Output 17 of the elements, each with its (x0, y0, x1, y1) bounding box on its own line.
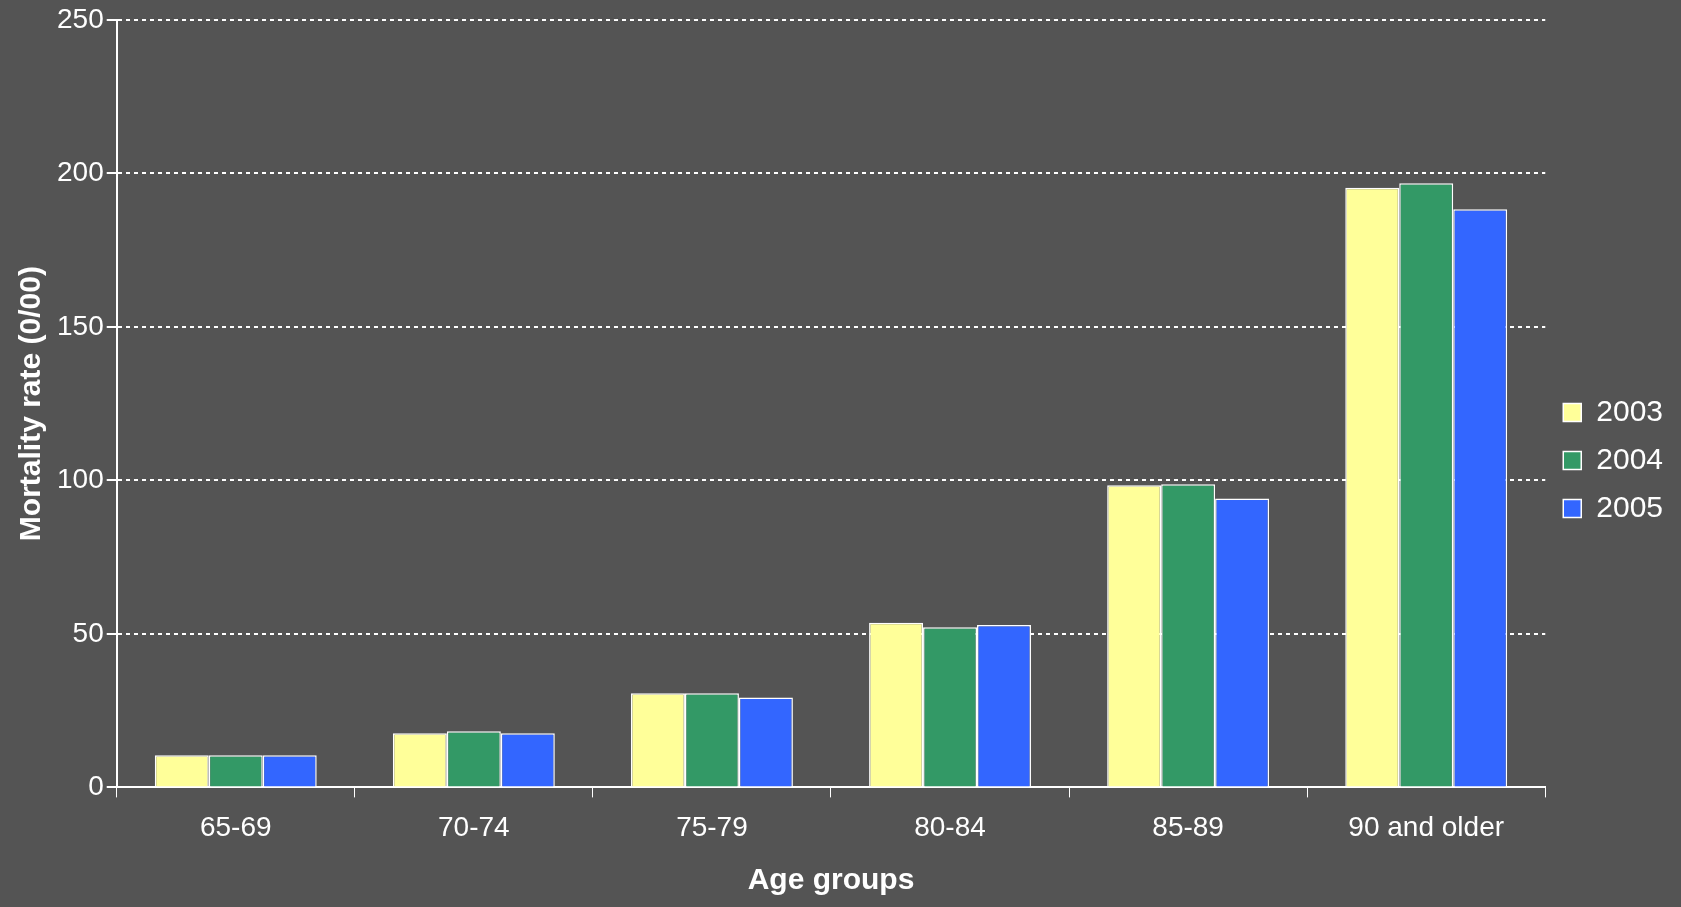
legend-label: 2005 (1596, 489, 1664, 523)
y-tick-label: 150 (57, 309, 104, 341)
legend-label: 2004 (1596, 441, 1664, 475)
x-tick-label: 65-69 (199, 810, 272, 842)
x-tick-label: 85-89 (1152, 810, 1224, 842)
y-tick-label: 0 (88, 770, 104, 802)
x-tick-label: 75-79 (676, 810, 748, 842)
y-axis-title: Mortality rate (0/00) (13, 266, 47, 542)
y-tick-label: 100 (57, 463, 104, 495)
legend-label: 2003 (1596, 393, 1664, 427)
y-tick-label: 200 (57, 156, 104, 188)
y-tick-label: 50 (72, 616, 104, 648)
x-axis-title: Age groups (747, 862, 915, 896)
x-tick-label: 90 and older (1348, 810, 1505, 842)
x-tick-label: 70-74 (438, 810, 510, 842)
x-tick-label: 80-84 (914, 810, 986, 842)
y-tick-label: 250 (57, 2, 104, 34)
